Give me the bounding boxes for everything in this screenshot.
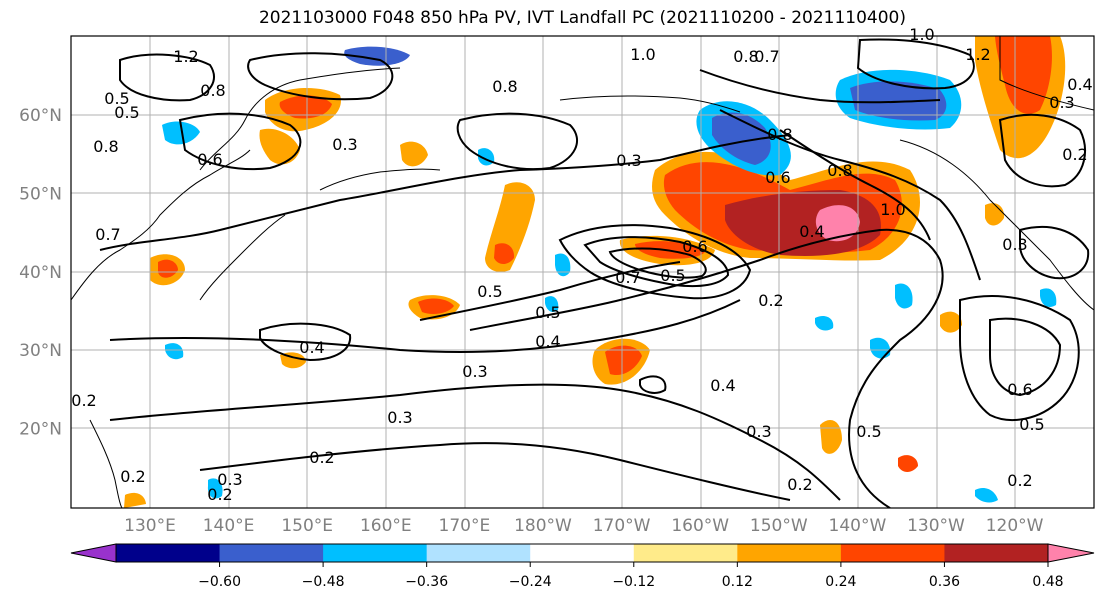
lon-label: 170°W — [593, 516, 651, 536]
contour-label: 0.7 — [615, 268, 640, 287]
contour-labels: 1.20.80.50.50.80.60.70.30.81.0 0.80.7 1.21… — [71, 25, 1092, 504]
contour-label: 1.0 — [630, 45, 655, 64]
coastlines — [71, 36, 1094, 508]
colorbar-swatch — [219, 544, 324, 562]
colorbar-swatch — [737, 544, 842, 562]
contour-label: 0.5 — [1019, 415, 1044, 434]
colorbar-swatch — [633, 544, 738, 562]
colorbar-tick-label: −0.12 — [612, 574, 655, 590]
colorbar-tick-label: 0.12 — [722, 574, 753, 590]
contour-label: 0.6 — [682, 237, 707, 256]
contour-label: 0.5 — [856, 422, 881, 441]
contour-label: 0.6 — [765, 168, 790, 187]
colorbar-swatch — [944, 544, 1049, 562]
lon-label: 150°W — [750, 516, 808, 536]
contour-label: 1.2 — [965, 45, 990, 64]
pv-contours — [99, 38, 1090, 508]
contour-label: 0.7 — [754, 47, 779, 66]
contour-label: 0.3 — [746, 422, 771, 441]
contour-label: 1.0 — [880, 200, 905, 219]
contour-label: 0.3 — [332, 135, 357, 154]
longitude-axis: 130°E 140°E 150°E 160°E 170°E 180°W 170°W 160°W… — [124, 516, 1044, 536]
lon-label: 160°W — [671, 516, 729, 536]
contour-label: 0.8 — [93, 137, 118, 156]
lon-label: 140°W — [829, 516, 887, 536]
lon-label: 180°W — [514, 516, 572, 536]
contour-label: 0.2 — [207, 485, 232, 504]
contour-label: 0.4 — [299, 338, 324, 357]
colorbar-swatch — [530, 544, 635, 562]
lat-label: 60°N — [19, 106, 62, 126]
contour-label: 0.5 — [114, 103, 139, 122]
contour-label: 0.2 — [309, 448, 334, 467]
colorbar-swatch — [323, 544, 428, 562]
lat-label: 30°N — [19, 341, 62, 361]
colorbar-arrow-min — [70, 543, 117, 563]
contour-label: 0.5 — [477, 282, 502, 301]
contour-label: 0.3 — [387, 408, 412, 427]
contour-label: 0.8 — [733, 47, 758, 66]
map-title: 2021103000 F048 850 hPa PV, IVT Landfall… — [258, 8, 906, 28]
latitude-axis: 60°N 50°N 40°N 30°N 20°N — [19, 106, 62, 440]
lat-label: 20°N — [19, 420, 62, 440]
contour-label: 1.2 — [173, 47, 198, 66]
colorbar-swatch — [840, 544, 945, 562]
lat-label: 40°N — [19, 263, 62, 283]
colorbar: −0.60 −0.48 −0.36 −0.24 −0.12 0.12 0.24 0.36 0.4… — [70, 543, 1095, 590]
colorbar-tick-label: −0.36 — [405, 574, 448, 590]
contour-label: 0.4 — [799, 222, 824, 241]
lon-label: 150°E — [281, 516, 333, 536]
contour-label: 0.4 — [710, 376, 735, 395]
plot-frame — [70, 35, 1095, 509]
contour-label: 0.6 — [1007, 380, 1032, 399]
contour-label: 0.8 — [200, 81, 225, 100]
contour-label: 0.2 — [71, 391, 96, 410]
grid-lines — [71, 36, 1094, 508]
contour-label: 0.6 — [197, 150, 222, 169]
contour-label: 0.3 — [1049, 93, 1074, 112]
contour-label: 1.0 — [909, 25, 934, 44]
contour-label: 0.8 — [827, 161, 852, 180]
colorbar-swatch — [426, 544, 531, 562]
colorbar-tick-label: 0.48 — [1032, 574, 1063, 590]
contour-label: 0.4 — [535, 332, 560, 351]
lon-label: 130°W — [907, 516, 965, 536]
lon-label: 160°E — [360, 516, 412, 536]
colorbar-tick-label: −0.60 — [198, 574, 241, 590]
contour-label: 0.3 — [217, 470, 242, 489]
lat-label: 50°N — [19, 184, 62, 204]
contour-label: 0.2 — [120, 467, 145, 486]
contour-label: 0.2 — [758, 291, 783, 310]
lon-label: 170°E — [439, 516, 491, 536]
contour-label: 0.5 — [104, 89, 129, 108]
contour-label: 0.3 — [462, 362, 487, 381]
contour-label: 0.2 — [1007, 471, 1032, 490]
colorbar-tick-label: −0.24 — [509, 574, 552, 590]
colorbar-tick-label: −0.48 — [302, 574, 345, 590]
contour-label: 0.4 — [1067, 75, 1092, 94]
lon-label: 140°E — [203, 516, 255, 536]
colorbar-swatch — [116, 544, 221, 562]
contour-label: 0.5 — [660, 266, 685, 285]
contour-label: 0.7 — [95, 225, 120, 244]
contour-label: 0.8 — [492, 77, 517, 96]
contour-label: 0.5 — [535, 303, 560, 322]
colorbar-tick-label: 0.36 — [929, 574, 960, 590]
contour-label: 0.3 — [616, 151, 641, 170]
contour-label: 0.2 — [1062, 145, 1087, 164]
contour-label: 0.2 — [787, 475, 812, 494]
colorbar-arrow-max — [1047, 543, 1095, 563]
colorbar-tick-label: 0.24 — [825, 574, 856, 590]
lon-label: 120°W — [986, 516, 1044, 536]
contour-label: 0.8 — [767, 125, 792, 144]
lon-label: 130°E — [124, 516, 176, 536]
contour-label: 0.3 — [1002, 235, 1027, 254]
